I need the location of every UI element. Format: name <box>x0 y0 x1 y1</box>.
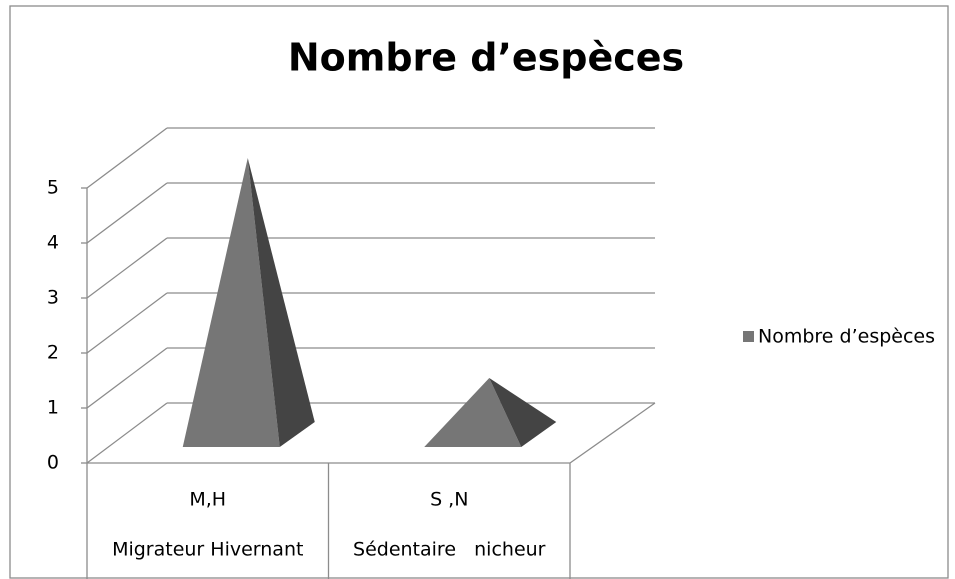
side-grid-line <box>86 347 168 409</box>
x-group-label: Migrateur Hivernant <box>112 539 303 561</box>
chart-title: Nombre d’espèces <box>288 36 684 80</box>
legend-swatch <box>743 331 754 342</box>
pyramid-side <box>247 158 315 447</box>
y-tick-label: 2 <box>47 342 59 364</box>
side-grid-line <box>86 182 168 244</box>
legend-label: Nombre d’espèces <box>758 326 935 348</box>
pyramid-front <box>182 158 280 447</box>
pyramid-front <box>424 378 522 447</box>
pyramid-side <box>489 378 557 447</box>
x-tick-label: S ,N <box>430 489 468 511</box>
x-tick-label: M,H <box>189 489 226 511</box>
side-grid-line <box>86 127 168 189</box>
y-tick-label: 5 <box>47 177 59 199</box>
y-tick-label: 3 <box>47 287 59 309</box>
y-tick-label: 0 <box>47 452 59 474</box>
side-grid-line <box>86 237 168 299</box>
y-tick-label: 1 <box>47 397 59 419</box>
chart-border <box>9 5 949 579</box>
side-grid-line <box>86 292 168 354</box>
side-grid-line <box>86 402 168 464</box>
y-tick-label: 4 <box>47 232 59 254</box>
x-group-label: Sédentaire nicheur <box>353 539 546 561</box>
